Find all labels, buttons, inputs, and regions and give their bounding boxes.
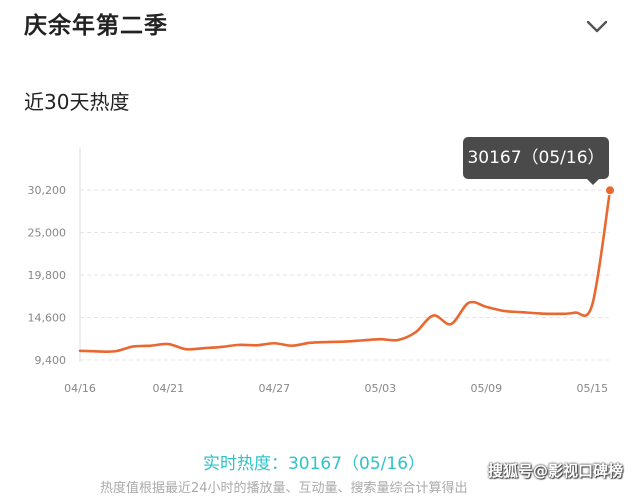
- x-tick-label: 04/16: [64, 382, 96, 395]
- page-title: 庆余年第二季: [24, 13, 168, 39]
- x-axis-ticks: 04/16 04/21 04/27 05/03 05/09 05/15: [64, 382, 608, 395]
- y-tick-label: 19,800: [28, 269, 67, 282]
- y-tick-label: 9,400: [35, 354, 67, 367]
- section-title: 近30天热度: [24, 90, 130, 114]
- x-tick-label: 05/15: [576, 382, 608, 395]
- y-tick-label: 14,600: [28, 312, 67, 325]
- x-tick-label: 04/21: [152, 382, 184, 395]
- y-tick-label: 25,000: [28, 227, 67, 240]
- last-data-point: [605, 185, 615, 196]
- chevron-down-icon[interactable]: [585, 16, 609, 36]
- y-axis-ticks: 9,400 14,600 19,800 25,000 30,200: [28, 184, 67, 367]
- x-tick-label: 04/27: [258, 382, 290, 395]
- realtime-heat: 实时热度：30167（05/16）: [202, 454, 426, 474]
- y-tick-label: 30,200: [28, 184, 67, 197]
- heat-line-chart: 9,400 14,600 19,800 25,000 30,200 04/16 04/21…: [28, 148, 615, 395]
- series-line: [78, 188, 612, 353]
- x-tick-label: 05/03: [364, 382, 396, 395]
- tooltip-arrow: [587, 179, 599, 185]
- chart-grid: [80, 189, 610, 361]
- header: 庆余年第二季: [0, 0, 640, 60]
- chart-tooltip: 30167（05/16）: [463, 137, 609, 179]
- footnote: 热度值根据最近24小时的播放量、互动量、搜索量综合计算得出: [100, 481, 468, 496]
- watermark: 搜狐号@影视口碑榜: [488, 462, 624, 480]
- series-layer: [78, 185, 615, 353]
- x-tick-label: 05/09: [470, 382, 502, 395]
